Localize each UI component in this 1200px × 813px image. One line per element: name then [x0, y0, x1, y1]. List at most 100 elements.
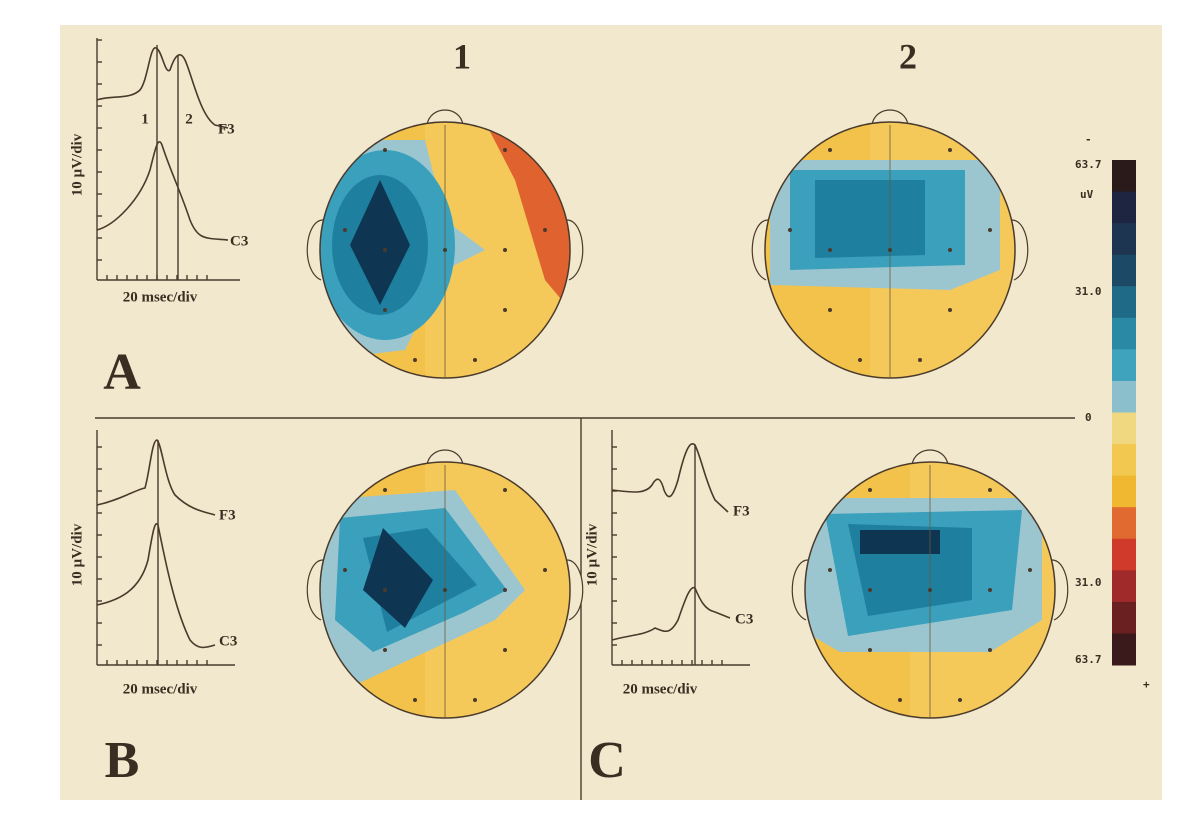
colorbar-segment	[1112, 160, 1136, 193]
panel-label: A	[103, 344, 141, 401]
electrode	[413, 698, 417, 702]
colorbar-segment	[1112, 412, 1136, 445]
electrode	[503, 588, 507, 592]
electrode	[503, 648, 507, 652]
electrode	[383, 248, 387, 252]
electrode	[988, 228, 992, 232]
electrode	[828, 248, 832, 252]
trace-label: C3	[735, 611, 753, 627]
ear	[306, 559, 324, 621]
trace-label: F3	[733, 503, 750, 519]
electrode	[888, 248, 892, 252]
electrode	[868, 648, 872, 652]
electrode	[828, 148, 832, 152]
electrode	[948, 308, 952, 312]
electrode	[958, 698, 962, 702]
ear	[306, 219, 324, 281]
panel-label: C	[588, 732, 626, 789]
y-axis-label: 10 µV/div	[69, 523, 85, 586]
contour-region	[860, 530, 940, 554]
contour-region	[363, 528, 433, 628]
colorbar-sign: -	[1085, 133, 1092, 146]
colorbar-segment	[1112, 444, 1136, 477]
nose	[426, 449, 464, 466]
panel-label: B	[105, 732, 140, 789]
electrode	[543, 568, 547, 572]
ear	[1011, 219, 1029, 281]
electrode	[828, 568, 832, 572]
electrode	[543, 228, 547, 232]
ear	[791, 559, 809, 621]
colorbar-label: 63.7	[1075, 158, 1102, 171]
electrode	[343, 228, 347, 232]
colorbar-label: 63.7	[1075, 653, 1102, 666]
trace-label: C3	[230, 233, 248, 249]
electrode	[473, 358, 477, 362]
waveform-a: 1 2 F3 C3 10 µV/div 20 msec/div	[69, 45, 248, 305]
ear	[566, 219, 584, 281]
electrode	[918, 358, 922, 362]
colorbar-segment	[1112, 570, 1136, 603]
electrode	[343, 568, 347, 572]
electrode	[443, 588, 447, 592]
colorbar-segment	[1112, 633, 1136, 666]
colorbar-segment	[1112, 538, 1136, 571]
y-axis-label: 10 µV/div	[69, 133, 85, 196]
electrode	[473, 698, 477, 702]
electrode	[988, 588, 992, 592]
colorbar-segment	[1112, 286, 1136, 319]
colorbar-segment	[1112, 223, 1136, 256]
marker-label: 2	[185, 111, 193, 127]
electrode	[948, 148, 952, 152]
ear	[751, 219, 769, 281]
electrode	[898, 698, 902, 702]
x-axis-label: 20 msec/div	[623, 681, 698, 697]
nose	[426, 109, 464, 126]
waveform-c: F3 C3 10 µV/div 20 msec/div	[584, 443, 753, 697]
ear	[566, 559, 584, 621]
colorbar-segment	[1112, 475, 1136, 508]
electrode	[383, 588, 387, 592]
colorbar-unit: uV	[1080, 188, 1094, 201]
column-header: 2	[899, 36, 917, 76]
electrode	[928, 588, 932, 592]
trace-label: C3	[219, 633, 237, 649]
electrode	[503, 308, 507, 312]
nose	[911, 449, 949, 466]
x-axis-label: 20 msec/div	[123, 681, 198, 697]
electrode	[868, 588, 872, 592]
electrode	[413, 358, 417, 362]
electrode	[443, 248, 447, 252]
electrode	[383, 148, 387, 152]
colorbar-segment	[1112, 254, 1136, 287]
electrode	[503, 488, 507, 492]
electrode	[988, 488, 992, 492]
electrode	[948, 248, 952, 252]
column-header: 1	[453, 36, 471, 76]
contour-region	[815, 180, 925, 258]
colorbar-label: 31.0	[1075, 285, 1102, 298]
electrode	[383, 648, 387, 652]
colorbar-segment	[1112, 191, 1136, 224]
electrode	[383, 308, 387, 312]
electrode	[868, 488, 872, 492]
y-axis-label: 10 µV/div	[584, 523, 600, 586]
ear	[1051, 559, 1069, 621]
trace-label: F3	[219, 507, 236, 523]
electrode	[988, 648, 992, 652]
electrode	[1028, 568, 1032, 572]
waveform-b: F3 C3 10 µV/div 20 msec/div	[69, 439, 237, 697]
colorbar-sign: +	[1143, 678, 1150, 691]
colorbar-segment	[1112, 601, 1136, 634]
electrode	[788, 228, 792, 232]
colorbar-label: 0	[1085, 411, 1092, 424]
electrode	[858, 358, 862, 362]
colorbar-label: 31.0	[1075, 576, 1102, 589]
electrode	[383, 488, 387, 492]
contour-region	[350, 180, 410, 305]
marker-label: 1	[141, 111, 149, 127]
colorbar-segment	[1112, 317, 1136, 350]
colorbar-segment	[1112, 349, 1136, 382]
colorbar-segment	[1112, 507, 1136, 540]
